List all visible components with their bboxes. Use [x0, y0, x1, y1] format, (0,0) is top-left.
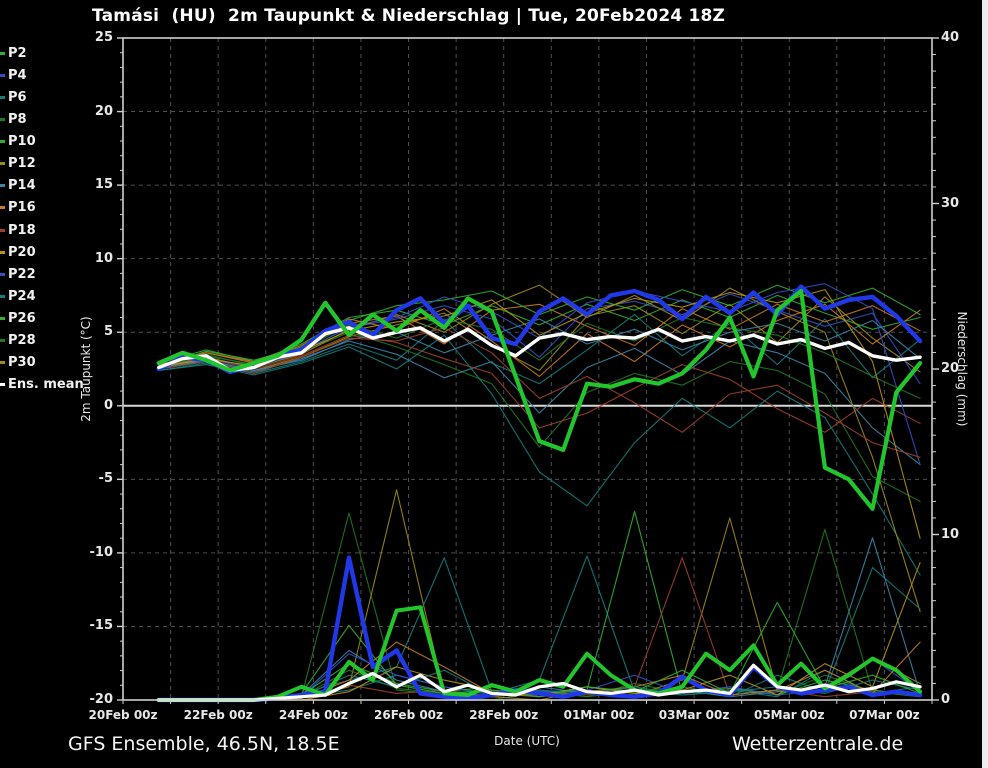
page-edge-strip	[982, 0, 988, 768]
y-left-tick-label: -5	[98, 471, 113, 487]
y-left-tick-label: 15	[94, 177, 113, 193]
y-left-tick-label: 5	[103, 324, 113, 340]
legend-item-p6: P6	[0, 90, 27, 104]
legend-label: P26	[8, 311, 36, 327]
y-axis-right-title: Niederschlag (mm)	[955, 311, 969, 427]
y-right-tick-label: 20	[941, 361, 960, 376]
legend-color-dash	[0, 383, 5, 387]
x-tick-label: 28Feb 00z	[469, 708, 539, 722]
legend-item-p14: P14	[0, 179, 36, 193]
series-member-dew-11	[158, 284, 921, 613]
x-tick-label: 07Mar 00z	[849, 708, 920, 722]
series-member-dew-2	[158, 314, 921, 385]
site-branding: Wetterzentrale.de	[732, 733, 904, 755]
legend-label: P22	[8, 266, 36, 282]
legend-color-dash	[0, 339, 5, 343]
legend-item-p28: P28	[0, 334, 36, 348]
legend-label: P16	[8, 200, 36, 216]
x-axis-title: Date (UTC)	[494, 734, 560, 748]
legend-color-dash	[0, 184, 5, 188]
series-member-dew-16	[158, 327, 921, 458]
legend-item-p26: P26	[0, 312, 36, 326]
series-operational-dew	[156, 288, 923, 511]
y-left-tick-label: -10	[89, 544, 114, 560]
x-tick-label: 26Feb 00z	[374, 708, 444, 722]
y-axis-left-title: 2m Taupunkt (°C)	[79, 316, 93, 422]
y-left-tick-label: 20	[94, 103, 113, 119]
series-member-dew-8	[158, 334, 921, 433]
legend-label: P8	[8, 111, 27, 127]
series-member-dew-4	[158, 296, 921, 373]
y-left-tick-label: -20	[89, 692, 114, 707]
y-left-tick-label: 25	[94, 30, 113, 45]
series-ens-mean-dew	[156, 326, 922, 373]
legend-label: P14	[8, 178, 36, 194]
legend-color-dash	[0, 206, 5, 210]
legend-color-dash	[0, 117, 5, 121]
series-member-dew-15	[158, 318, 921, 372]
x-tick-label: 20Feb 00z	[88, 708, 158, 722]
legend-item-p8: P8	[0, 112, 27, 126]
legend-label: P18	[8, 222, 36, 238]
legend-color-dash	[0, 162, 5, 166]
legend-color-dash	[0, 140, 5, 144]
legend-color-dash	[0, 51, 5, 55]
legend-item-p2: P2	[0, 46, 27, 60]
model-location-caption: GFS Ensemble, 46.5N, 18.5E	[68, 733, 340, 755]
y-right-tick-label: 40	[941, 30, 960, 45]
y-left-tick-label: 10	[94, 250, 113, 266]
x-tick-label: 22Feb 00z	[183, 708, 253, 722]
legend-label: Ens. mean	[8, 377, 84, 393]
legend-item-p10: P10	[0, 135, 36, 149]
legend-label: P2	[8, 45, 27, 61]
y-right-tick-label: 0	[941, 692, 951, 707]
y-right-tick-label: 30	[941, 195, 960, 211]
legend-color-dash	[0, 294, 5, 298]
y-left-tick-label: -15	[89, 618, 114, 634]
legend-item-p4: P4	[0, 68, 27, 82]
legend-color-dash	[0, 228, 5, 232]
legend-label: P4	[8, 67, 27, 83]
legend-label: P6	[8, 89, 27, 105]
legend-color-dash	[0, 95, 5, 99]
legend-item-p16: P16	[0, 201, 36, 215]
series-member-dew-10	[158, 334, 921, 576]
series-ens-mean-precip	[157, 663, 922, 702]
legend-item-ens-mean: Ens. mean	[0, 378, 84, 392]
legend-color-dash	[0, 317, 5, 321]
legend-color-dash	[0, 272, 5, 276]
legend-item-p12: P12	[0, 157, 36, 171]
series-operational-precip	[156, 605, 923, 702]
legend-item-p20: P20	[0, 245, 36, 259]
x-tick-label: 24Feb 00z	[278, 708, 348, 722]
legend-color-dash	[0, 361, 5, 365]
x-tick-label: 03Mar 00z	[658, 708, 730, 722]
legend-item-p30: P30	[0, 356, 36, 370]
page-title: Tamási (HU) 2m Taupunkt & Niederschlag |…	[92, 6, 726, 26]
legend-item-p22: P22	[0, 267, 36, 281]
legend-color-dash	[0, 73, 5, 77]
series-member-precip-7	[158, 528, 921, 701]
series-member-precip-5	[158, 510, 921, 701]
legend-label: P24	[8, 288, 36, 304]
series-member-precip-1	[158, 512, 921, 701]
legend-label: P12	[8, 156, 36, 172]
y-left-tick-label: 0	[103, 397, 113, 413]
legend-label: P30	[8, 355, 36, 371]
x-tick-label: 01Mar 00z	[563, 708, 635, 722]
legend-item-p18: P18	[0, 223, 36, 237]
legend-color-dash	[0, 250, 5, 254]
legend-label: P28	[8, 333, 36, 349]
legend-item-p24: P24	[0, 289, 36, 303]
y-right-tick-label: 10	[941, 526, 960, 542]
x-tick-label: 05Mar 00z	[753, 708, 825, 722]
legend-label: P20	[8, 244, 36, 260]
legend-label: P10	[8, 134, 36, 150]
